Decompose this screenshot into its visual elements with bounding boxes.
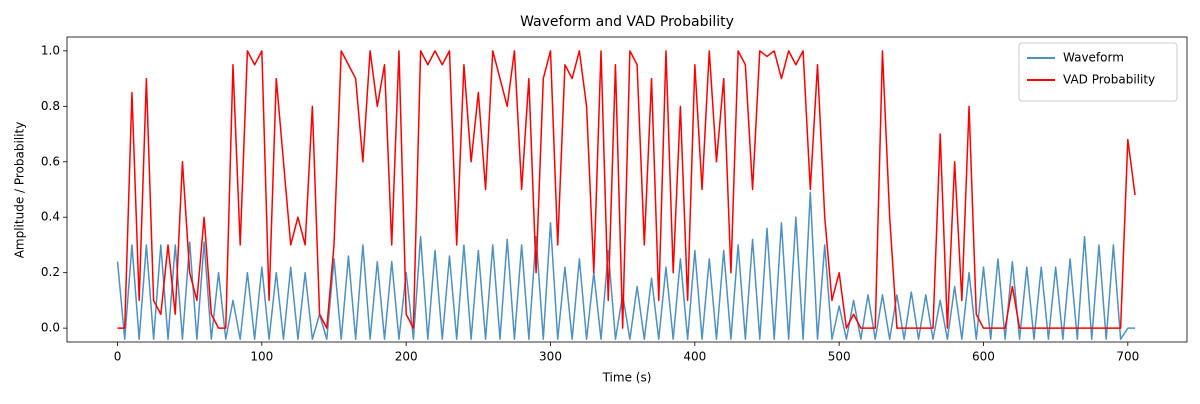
- x-tick-label: 600: [972, 350, 995, 364]
- legend-label: Waveform: [1063, 51, 1124, 65]
- x-tick-label: 700: [1116, 350, 1139, 364]
- legend-box: [1018, 42, 1178, 102]
- x-tick-label: 0: [114, 350, 122, 364]
- legend-label: VAD Probability: [1063, 73, 1155, 87]
- axes-frame: [66, 36, 1188, 343]
- y-tick-label: 0.8: [41, 99, 60, 113]
- x-tick-label: 400: [683, 350, 706, 364]
- y-tick-label: 0.0: [41, 321, 60, 335]
- y-tick-label: 0.2: [41, 265, 60, 279]
- y-tick-label: 0.4: [41, 210, 60, 224]
- x-tick-label: 300: [539, 350, 562, 364]
- y-tick-label: 0.6: [41, 154, 60, 168]
- y-axis-label: Amplitude / Probability: [13, 122, 27, 259]
- chart-title: Waveform and VAD Probability: [520, 14, 734, 30]
- x-tick-label: 100: [250, 350, 273, 364]
- x-axis-label: Time (s): [602, 371, 652, 385]
- series-line: [116, 191, 1136, 340]
- y-tick-label: 1.0: [41, 43, 60, 57]
- x-tick-label: 200: [395, 350, 418, 364]
- x-tick-label: 500: [828, 350, 851, 364]
- plot-area: [116, 50, 1136, 340]
- series-line: [117, 50, 1136, 329]
